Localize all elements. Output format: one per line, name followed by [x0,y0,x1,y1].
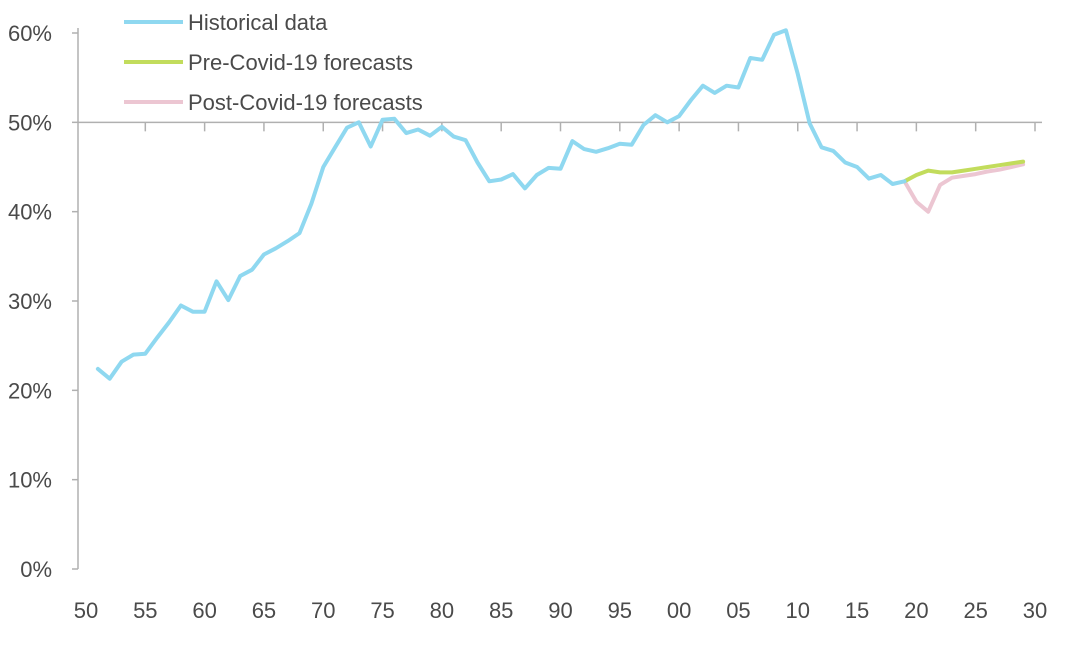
y-tick-label: 40% [8,200,52,225]
x-tick-label: 70 [311,598,335,623]
x-tick-label: 65 [252,598,276,623]
series-line-historical [95,28,907,381]
legend: Historical data Pre-Covid-19 forecasts Pos… [124,10,423,115]
y-tick-label: 60% [8,21,52,46]
legend-label-post-covid: Post-Covid-19 forecasts [188,90,423,115]
x-tick-label: 60 [192,598,216,623]
x-tick-label: 50 [74,598,98,623]
y-tick-label: 10% [8,468,52,493]
x-tick-label: 00 [667,598,691,623]
legend-label-pre-covid: Pre-Covid-19 forecasts [188,50,413,75]
y-ticks: 0% 10% 20% 30% 40% 50% 60% [8,21,78,582]
x-tick-label: 90 [548,598,572,623]
x-ticks: 50 55 60 65 70 75 80 85 90 95 00 05 10 15 20 25 30 [74,122,1047,623]
x-tick-label: 75 [370,598,394,623]
legend-label-historical: Historical data [188,10,328,35]
x-tick-label: 80 [430,598,454,623]
x-tick-label: 55 [133,598,157,623]
x-tick-label: 10 [786,598,810,623]
y-axis: 0% 10% 20% 30% 40% 50% 60% [8,21,79,582]
series-line-post-covid [902,162,1026,214]
x-tick-label: 25 [963,598,987,623]
x-tick-label: 30 [1023,598,1047,623]
series-line-pre-covid [902,159,1026,184]
series-layer [95,28,1026,381]
y-tick-label: 20% [8,378,52,403]
x-axis: 50 55 60 65 70 75 80 85 90 95 00 05 10 15 20 25 30 [74,121,1047,623]
x-tick-label: 85 [489,598,513,623]
y-tick-label: 30% [8,289,52,314]
y-tick-label: 50% [8,110,52,135]
x-tick-label: 05 [726,598,750,623]
x-tick-label: 95 [608,598,632,623]
y-tick-label: 0% [20,557,52,582]
x-tick-label: 20 [904,598,928,623]
x-tick-label: 15 [845,598,869,623]
